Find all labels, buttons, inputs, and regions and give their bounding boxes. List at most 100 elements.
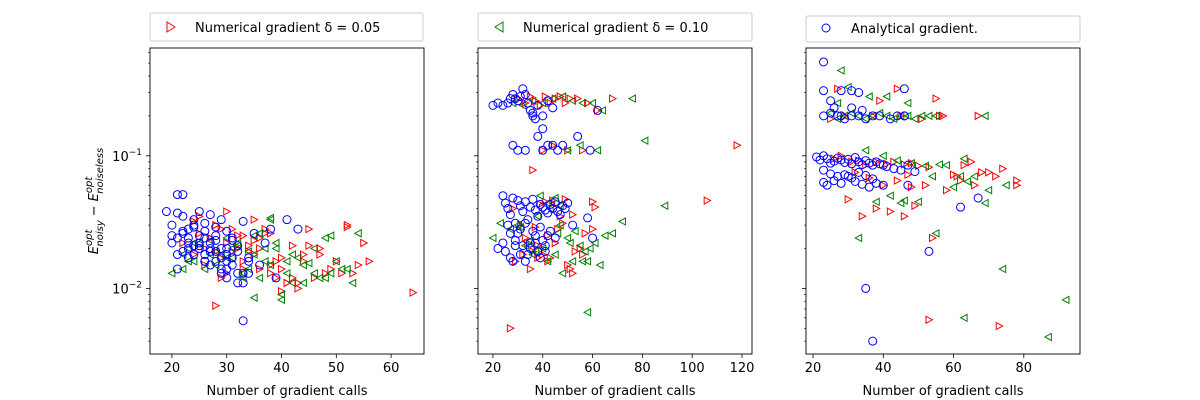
data-point-triangle-left bbox=[555, 201, 564, 211]
data-point-triangle-left bbox=[555, 220, 564, 230]
data-point-circle bbox=[503, 204, 513, 214]
data-point-circle bbox=[194, 243, 204, 253]
data-point-circle bbox=[875, 111, 885, 121]
ylabel-sub1: noisy bbox=[95, 219, 106, 246]
data-point-triangle-left bbox=[348, 278, 357, 288]
data-point-triangle-right bbox=[521, 233, 530, 243]
data-point-circle bbox=[183, 233, 193, 243]
data-point-triangle-left bbox=[255, 229, 264, 238]
data-point-circle bbox=[238, 216, 248, 226]
data-point-triangle-right bbox=[245, 241, 254, 250]
data-point-triangle-right bbox=[217, 224, 226, 234]
data-point-circle bbox=[183, 238, 193, 248]
data-point-triangle-left bbox=[568, 96, 577, 106]
data-point-triangle-left bbox=[520, 241, 529, 250]
data-point-triangle-right bbox=[932, 94, 941, 103]
data-point-circle bbox=[555, 210, 565, 220]
data-point-triangle-right bbox=[223, 207, 232, 216]
data-point-circle bbox=[244, 253, 254, 263]
data-point-circle bbox=[189, 222, 199, 232]
data-point-triangle-right bbox=[506, 323, 515, 333]
data-point-circle bbox=[854, 88, 864, 98]
plot-frame bbox=[477, 47, 753, 355]
data-point-triangle-right bbox=[978, 168, 987, 177]
data-point-triangle-left bbox=[558, 92, 567, 101]
data-point-triangle-right bbox=[574, 94, 583, 103]
data-point-triangle-left bbox=[575, 241, 584, 250]
data-point-triangle-right bbox=[579, 250, 588, 259]
data-point-circle bbox=[530, 231, 540, 241]
data-point-triangle-right bbox=[893, 84, 902, 94]
data-point-triangle-left bbox=[282, 268, 291, 278]
data-point-circle bbox=[829, 103, 839, 113]
data-point-triangle-left bbox=[266, 213, 275, 223]
data-point-circle bbox=[222, 256, 232, 266]
data-point-circle bbox=[205, 210, 215, 220]
data-point-triangle-left bbox=[518, 101, 527, 110]
y-tick-label: 10−2 bbox=[112, 280, 142, 297]
data-point-circle bbox=[513, 228, 523, 238]
data-point-triangle-left bbox=[627, 94, 636, 103]
data-point-triangle-left bbox=[548, 94, 557, 103]
data-point-circle bbox=[528, 111, 538, 121]
data-point-triangle-left bbox=[1061, 295, 1070, 305]
data-point-triangle-left bbox=[871, 197, 880, 207]
data-point-triangle-right bbox=[261, 224, 270, 234]
data-point-triangle-right bbox=[872, 204, 881, 213]
data-point-circle bbox=[194, 231, 204, 241]
data-point-triangle-right bbox=[267, 268, 276, 278]
data-point-circle bbox=[211, 246, 221, 256]
data-point-circle bbox=[535, 253, 545, 263]
data-point-triangle-right bbox=[900, 211, 909, 221]
data-point-circle bbox=[167, 231, 177, 241]
data-point-triangle-left bbox=[528, 96, 537, 106]
legend-box bbox=[149, 12, 424, 42]
data-point-triangle-right bbox=[305, 241, 314, 250]
data-point-circle bbox=[227, 233, 237, 243]
data-point-circle bbox=[861, 171, 871, 181]
data-point-circle bbox=[513, 145, 523, 155]
ylabel-minus: − bbox=[87, 205, 102, 216]
data-point-triangle-left bbox=[331, 256, 340, 266]
data-point-triangle-left bbox=[580, 247, 589, 256]
data-point-triangle-right bbox=[179, 238, 188, 248]
data-point-triangle-right bbox=[1013, 180, 1022, 190]
data-point-circle bbox=[543, 208, 553, 218]
plot-frame bbox=[149, 47, 425, 355]
data-point-circle bbox=[178, 190, 188, 200]
data-point-triangle-left bbox=[578, 256, 587, 266]
data-point-triangle-left bbox=[980, 111, 989, 121]
data-point-circle bbox=[167, 238, 177, 248]
data-point-circle bbox=[568, 220, 578, 230]
data-point-circle bbox=[505, 210, 515, 220]
data-point-circle bbox=[558, 201, 568, 211]
data-point-triangle-left bbox=[550, 250, 559, 259]
data-point-circle bbox=[515, 224, 525, 234]
data-point-circle bbox=[588, 233, 598, 243]
data-point-triangle-right bbox=[999, 164, 1008, 173]
data-point-triangle-left bbox=[266, 260, 275, 270]
data-point-triangle-left bbox=[255, 273, 264, 283]
data-point-triangle-right bbox=[893, 176, 902, 185]
data-point-triangle-right bbox=[256, 264, 265, 274]
data-point-triangle-right bbox=[971, 180, 980, 190]
data-point-circle bbox=[553, 207, 563, 217]
data-point-triangle-left bbox=[222, 233, 231, 243]
data-point-circle bbox=[189, 220, 199, 230]
data-point-triangle-left bbox=[970, 171, 979, 181]
data-point-triangle-left bbox=[538, 244, 547, 253]
data-point-circle bbox=[530, 114, 540, 124]
data-point-circle bbox=[538, 235, 548, 245]
data-point-triangle-right bbox=[529, 165, 538, 175]
data-point-triangle-right bbox=[925, 162, 934, 172]
x-tick-label: 80 bbox=[1016, 361, 1033, 376]
data-point-triangle-right bbox=[551, 238, 560, 248]
data-point-triangle-left bbox=[337, 264, 346, 274]
data-point-triangle-left bbox=[249, 250, 258, 259]
data-point-triangle-right bbox=[844, 194, 853, 204]
data-point-circle bbox=[178, 211, 188, 221]
data-point-triangle-left bbox=[885, 191, 894, 201]
legend-circle-icon bbox=[821, 23, 831, 33]
data-point-circle bbox=[518, 84, 528, 94]
data-point-triangle-right bbox=[519, 250, 528, 259]
